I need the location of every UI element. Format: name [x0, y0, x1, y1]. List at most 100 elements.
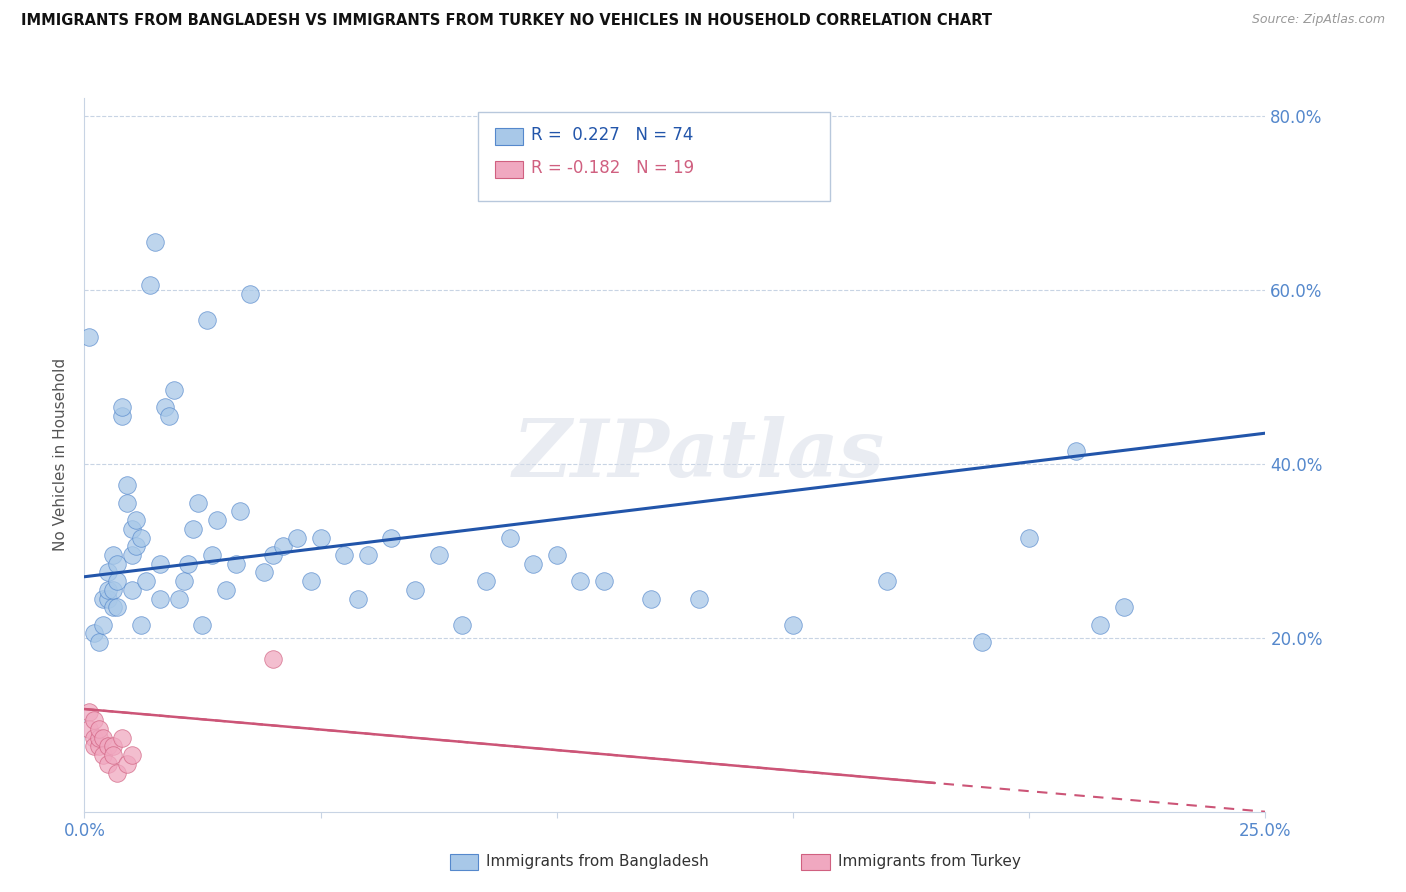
Point	[87, 635, 110, 649]
Text: ZIPatlas: ZIPatlas	[512, 417, 884, 493]
Point	[333, 548, 356, 562]
Point	[475, 574, 498, 588]
Point	[195, 313, 218, 327]
Point	[97, 591, 120, 606]
Point	[129, 617, 152, 632]
Point	[149, 557, 172, 571]
Point	[149, 591, 172, 606]
Point	[285, 531, 308, 545]
Point	[97, 582, 120, 597]
Point	[253, 566, 276, 580]
Point	[1088, 617, 1111, 632]
Text: Immigrants from Bangladesh: Immigrants from Bangladesh	[486, 855, 709, 869]
Point	[143, 235, 166, 249]
Point	[271, 539, 294, 553]
Point	[782, 617, 804, 632]
Point	[593, 574, 616, 588]
Point	[115, 478, 138, 492]
Point	[1066, 443, 1088, 458]
Point	[87, 739, 110, 754]
Point	[187, 496, 209, 510]
Point	[498, 531, 520, 545]
Point	[262, 652, 284, 666]
Point	[121, 582, 143, 597]
Point	[77, 722, 100, 736]
Point	[239, 287, 262, 301]
Point	[83, 731, 105, 745]
Text: R = -0.182   N = 19: R = -0.182 N = 19	[531, 159, 695, 177]
Point	[229, 504, 252, 518]
Point	[173, 574, 195, 588]
Point	[347, 591, 370, 606]
Text: Source: ZipAtlas.com: Source: ZipAtlas.com	[1251, 13, 1385, 27]
Point	[357, 548, 380, 562]
Point	[91, 591, 114, 606]
Point	[91, 748, 114, 763]
Point	[111, 731, 134, 745]
Point	[83, 739, 105, 754]
Point	[121, 548, 143, 562]
Point	[262, 548, 284, 562]
Point	[215, 582, 238, 597]
Point	[97, 739, 120, 754]
Point	[97, 566, 120, 580]
Point	[91, 617, 114, 632]
Point	[225, 557, 247, 571]
Point	[97, 756, 120, 771]
Point	[522, 557, 544, 571]
Point	[876, 574, 898, 588]
Text: R =  0.227   N = 74: R = 0.227 N = 74	[531, 126, 693, 144]
Point	[101, 548, 124, 562]
Point	[91, 731, 114, 745]
Point	[380, 531, 402, 545]
Point	[129, 531, 152, 545]
Point	[157, 409, 180, 423]
Point	[83, 626, 105, 640]
Point	[205, 513, 228, 527]
Point	[299, 574, 322, 588]
Point	[177, 557, 200, 571]
Point	[163, 383, 186, 397]
Point	[87, 731, 110, 745]
Point	[640, 591, 662, 606]
Point	[107, 557, 129, 571]
Point	[309, 531, 332, 545]
Point	[139, 278, 162, 293]
Point	[121, 748, 143, 763]
Point	[135, 574, 157, 588]
Point	[77, 705, 100, 719]
Point	[77, 330, 100, 344]
Point	[970, 635, 993, 649]
Point	[87, 722, 110, 736]
Point	[688, 591, 710, 606]
Point	[101, 582, 124, 597]
Point	[115, 756, 138, 771]
Point	[427, 548, 450, 562]
Point	[181, 522, 204, 536]
Point	[107, 600, 129, 615]
Point	[191, 617, 214, 632]
Y-axis label: No Vehicles in Household: No Vehicles in Household	[53, 359, 69, 551]
Text: IMMIGRANTS FROM BANGLADESH VS IMMIGRANTS FROM TURKEY NO VEHICLES IN HOUSEHOLD CO: IMMIGRANTS FROM BANGLADESH VS IMMIGRANTS…	[21, 13, 993, 29]
Point	[546, 548, 568, 562]
Point	[101, 739, 124, 754]
Point	[111, 400, 134, 414]
Point	[107, 765, 129, 780]
Point	[107, 574, 129, 588]
Point	[201, 548, 224, 562]
Point	[404, 582, 426, 597]
Point	[451, 617, 474, 632]
Point	[101, 748, 124, 763]
Point	[101, 600, 124, 615]
Point	[1018, 531, 1040, 545]
Point	[115, 496, 138, 510]
Point	[125, 513, 148, 527]
Point	[125, 539, 148, 553]
Point	[153, 400, 176, 414]
Point	[121, 522, 143, 536]
Point	[83, 714, 105, 728]
Point	[111, 409, 134, 423]
Point	[1112, 600, 1135, 615]
Text: Immigrants from Turkey: Immigrants from Turkey	[838, 855, 1021, 869]
Point	[167, 591, 190, 606]
